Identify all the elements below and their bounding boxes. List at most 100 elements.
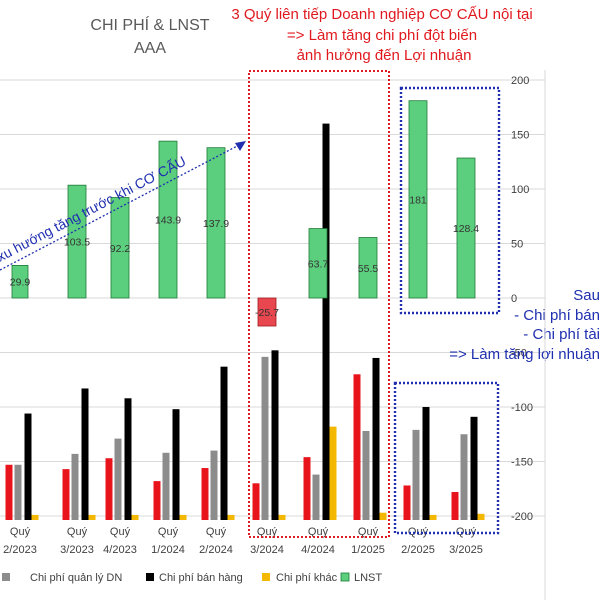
bar-series2-4 <box>220 366 228 520</box>
bar-series2-8 <box>422 407 430 520</box>
bar-series3-2 <box>131 514 139 520</box>
lnst-value-label-6: 63.7 <box>308 258 329 270</box>
bar-series0-1 <box>62 469 70 520</box>
right-annotation-line-4: => Làm tăng lợi nhuận <box>449 346 600 363</box>
legend-label-chi-phi-quan-ly: Chi phí quản lý DN <box>30 572 122 584</box>
bar-series0-0 <box>5 464 13 520</box>
right-annotation-line-3: - Chi phí tài <box>523 326 600 343</box>
x-tick-label-4-line1: Quý <box>206 526 227 538</box>
bar-series3-5 <box>278 514 286 520</box>
red-annotation-line-2: => Làm tăng chi phí đột biến <box>287 27 477 44</box>
lnst-bar-4 <box>206 147 226 299</box>
y-tick-label-2: -100 <box>511 402 533 414</box>
x-axis-ticks: Quý 2/2023 Quý 3/2023 Quý 4/2023 Quý 1/2024 Quý 2… <box>3 526 483 556</box>
x-tick-label-2-line2: 4/2023 <box>103 544 137 556</box>
lnst-value-label-4: 137.9 <box>203 218 229 230</box>
y-tick-label-1: -150 <box>511 457 533 469</box>
lnst-value-label-0: 29.9 <box>10 277 31 289</box>
x-tick-label-6-line2: 4/2024 <box>301 544 335 556</box>
legend: Chi phí quản lý DN Chi phí bán hàng Chi … <box>2 572 382 584</box>
bar-series1-2 <box>114 438 122 520</box>
bar-series2-0 <box>24 413 32 520</box>
bar-series3-3 <box>179 514 187 520</box>
bar-series0-3 <box>153 481 161 520</box>
x-tick-label-7-line2: 1/2025 <box>351 544 385 556</box>
bar-series1-6 <box>312 474 320 520</box>
lnst-bar-5 <box>257 297 277 327</box>
bar-series3-0 <box>31 514 39 520</box>
lnst-value-label-8: 181 <box>409 194 427 206</box>
red-annotation-line-3: ảnh hưởng đến Lợi nhuận <box>297 47 472 64</box>
x-tick-label-5-line2: 3/2024 <box>250 544 284 556</box>
x-tick-label-0-line2: 2/2023 <box>3 544 37 556</box>
legend-label-lnst: LNST <box>354 572 382 584</box>
lnst-value-label-3: 143.9 <box>155 215 181 227</box>
lnst-bar-8 <box>408 100 428 299</box>
x-tick-label-9-line2: 3/2025 <box>449 544 483 556</box>
lnst-bar-1 <box>67 184 87 299</box>
y-tick-label-5: 50 <box>511 239 523 251</box>
bar-series1-3 <box>162 452 170 520</box>
y-tick-label-6: 100 <box>511 184 529 196</box>
bar-series1-9 <box>460 434 468 520</box>
bar-series2-9 <box>470 416 478 520</box>
lnst-value-label-1: 103.5 <box>64 237 90 249</box>
lnst-bar-0 <box>11 265 29 299</box>
cost-highlight-box <box>393 381 500 535</box>
lnst-value-label-7: 55.5 <box>358 263 379 275</box>
bar-series1-8 <box>412 429 420 520</box>
x-tick-label-0-line1: Quý <box>10 526 31 538</box>
bar-series0-6 <box>303 457 311 520</box>
lnst-bar-7 <box>358 237 378 299</box>
x-tick-label-7-line1: Quý <box>358 526 379 538</box>
bar-series1-1 <box>71 453 79 520</box>
lnst-bar-3 <box>158 140 178 299</box>
lnst-value-label-9: 128.4 <box>453 223 479 235</box>
legend-swatch-lnst <box>340 572 350 582</box>
lnst-value-label-2: 92.2 <box>110 243 131 255</box>
legend-swatch-chi-phi-ban-hang <box>146 573 154 581</box>
chart-subtitle: AAA <box>134 40 166 57</box>
right-annotation-line-2: - Chi phí bán <box>514 307 600 324</box>
y-axis-ticks: -200 -150 -100 -50 0 50 100 150 200 <box>511 75 533 523</box>
y-tick-label-8: 200 <box>511 75 529 87</box>
bar-series2-1 <box>81 388 89 520</box>
legend-swatch-chi-phi-quan-ly <box>2 573 10 581</box>
bar-series3-1 <box>88 514 96 520</box>
bar-series1-0 <box>14 464 22 520</box>
x-tick-label-4-line2: 2/2024 <box>199 544 233 556</box>
bar-series3-6 <box>329 426 337 520</box>
bar-series1-7 <box>362 430 370 520</box>
lnst-value-label-5: -25.7 <box>255 307 279 319</box>
bar-series2-6 <box>322 123 330 520</box>
red-annotation-line-1: 3 Quý liên tiếp Doanh nghiệp CƠ CẤU nội … <box>231 6 532 23</box>
bar-series2-3 <box>172 409 180 520</box>
bar-series0-4 <box>201 468 209 520</box>
right-annotation-line-1: Sau <box>573 287 600 304</box>
x-tick-label-2-line1: Quý <box>110 526 131 538</box>
bars-group <box>5 100 485 520</box>
bar-series0-7 <box>353 374 361 520</box>
trend-arrow-line <box>0 143 242 271</box>
x-tick-label-8-line2: 2/2025 <box>401 544 435 556</box>
lnst-highlight-box <box>399 86 501 315</box>
bar-series3-8 <box>429 514 437 520</box>
x-tick-label-3-line2: 1/2024 <box>151 544 185 556</box>
legend-swatch-chi-phi-khac <box>262 573 270 581</box>
bar-series0-5 <box>252 483 260 520</box>
bar-series0-9 <box>451 492 459 520</box>
bar-series2-2 <box>124 398 132 520</box>
y-tick-label-0: -200 <box>511 511 533 523</box>
y-tick-label-4: 0 <box>511 293 517 305</box>
lnst-bar-9 <box>456 157 476 299</box>
legend-label-chi-phi-ban-hang: Chi phí bán hàng <box>159 572 243 584</box>
x-tick-label-5-line1: Quý <box>257 526 278 538</box>
x-tick-label-1-line2: 3/2023 <box>60 544 94 556</box>
bar-series1-4 <box>210 450 218 520</box>
x-tick-label-1-line1: Quý <box>67 526 88 538</box>
x-tick-label-3-line1: Quý <box>158 526 179 538</box>
legend-label-chi-phi-khac: Chi phí khác <box>276 572 338 584</box>
bar-series3-4 <box>227 514 235 520</box>
lnst-data-labels: 29.9 103.5 92.2 143.9 137.9 -25.7 63.7 55.5 181 1… <box>10 194 480 319</box>
